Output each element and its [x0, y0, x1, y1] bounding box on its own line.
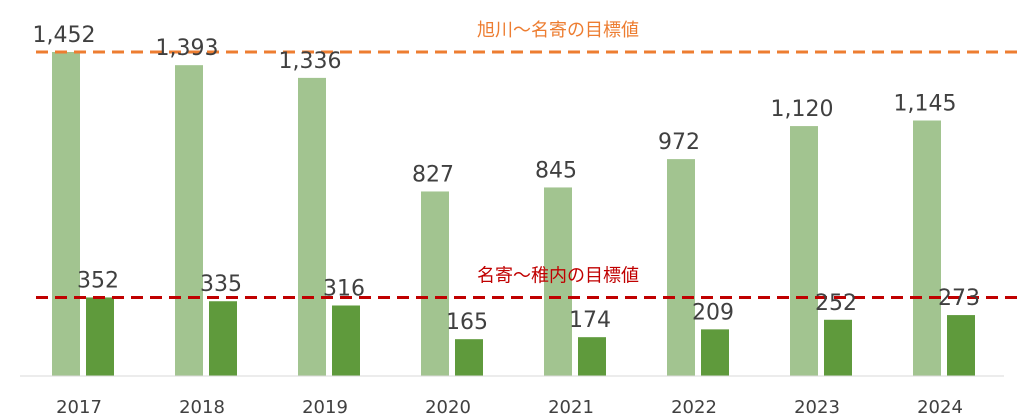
value-label-2019-s0: 1,336 [279, 49, 342, 74]
bar-2019-s0 [298, 77, 326, 376]
value-label-2020-s0: 827 [412, 162, 454, 187]
x-tick-2019: 2019 [302, 397, 348, 418]
x-tick-2017: 2017 [56, 397, 102, 418]
bar-2018-s0 [175, 65, 203, 377]
value-label-2023-s1: 252 [815, 291, 857, 316]
bar-2019-s1 [332, 305, 360, 376]
bar-2017-s0 [52, 52, 80, 376]
bar-2018-s1 [209, 301, 237, 376]
reference-label-0: 旭川～名寄の目標値 [477, 20, 639, 41]
value-label-2020-s1: 165 [446, 310, 488, 335]
x-tick-2020: 2020 [425, 397, 471, 418]
bar-2021-s0 [544, 187, 572, 376]
value-label-2019-s1: 316 [323, 276, 365, 301]
value-label-2018-s0: 1,393 [156, 36, 219, 61]
value-label-2024-s0: 1,145 [894, 92, 957, 117]
bar-2020-s0 [421, 191, 449, 376]
bar-2021-s1 [578, 337, 606, 376]
value-label-2018-s1: 335 [200, 272, 242, 297]
bars-group [52, 52, 975, 377]
bar-2023-s0 [790, 126, 818, 376]
value-label-2022-s0: 972 [658, 130, 700, 155]
reference-label-1: 名寄～稚内の目標値 [477, 265, 639, 286]
bar-2022-s0 [667, 159, 695, 376]
x-tick-2024: 2024 [917, 397, 963, 418]
x-tick-2023: 2023 [794, 397, 840, 418]
value-label-2021-s0: 845 [535, 158, 577, 183]
value-label-2024-s1: 273 [938, 286, 980, 311]
bar-2020-s1 [455, 339, 483, 376]
value-label-2022-s1: 209 [692, 300, 734, 325]
value-label-2017-s0: 1,452 [33, 23, 96, 48]
x-tick-2021: 2021 [548, 397, 594, 418]
value-label-2017-s1: 352 [77, 268, 119, 293]
bar-2024-s0 [913, 120, 941, 376]
x-tick-2018: 2018 [179, 397, 225, 418]
bar-2022-s1 [701, 329, 729, 376]
bar-2017-s1 [86, 297, 114, 376]
x-tick-labels: 2017 2018 2019 2020 2021 2022 2023 2024 [56, 397, 963, 418]
x-tick-2022: 2022 [671, 397, 717, 418]
bar-2024-s1 [947, 315, 975, 376]
value-label-2023-s0: 1,120 [771, 97, 834, 122]
value-label-2021-s1: 174 [569, 308, 611, 333]
value-labels: 1,452 352 1,393 335 1,336 316 827 165 845 174 972 2… [33, 23, 980, 335]
bar-2023-s1 [824, 319, 852, 376]
